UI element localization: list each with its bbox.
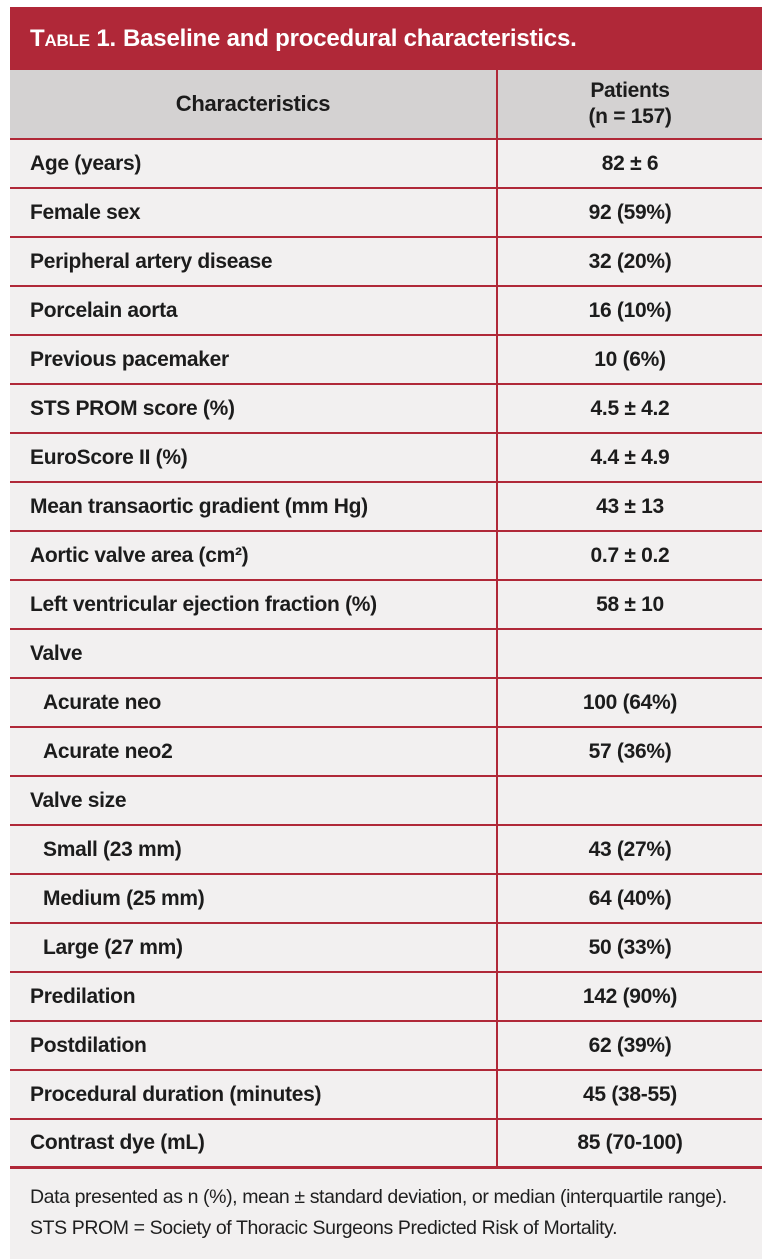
header-patients: Patients (n = 157) (496, 70, 762, 138)
table-title-number: Table 1. (30, 24, 117, 52)
table-row: Peripheral artery disease 32 (20%) (10, 238, 762, 287)
table-body: Age (years) 82 ± 6 Female sex 92 (59%) Perip… (10, 140, 762, 1169)
table-title-text: Baseline and procedural characteristics. (123, 24, 577, 52)
header-patients-line2: (n = 157) (588, 105, 672, 128)
header-characteristics: Characteristics (175, 91, 331, 116)
row-value (496, 777, 762, 824)
row-label: Valve (30, 641, 83, 665)
header-patients-line1: Patients (590, 79, 670, 102)
row-label: Procedural duration (minutes) (30, 1082, 322, 1106)
row-value: 58 ± 10 (496, 581, 762, 628)
table-row: Aortic valve area (cm²) 0.7 ± 0.2 (10, 532, 762, 581)
baseline-characteristics-table: Table 1. Baseline and procedural charact… (10, 7, 762, 1259)
row-label: Previous pacemaker (30, 347, 229, 371)
row-value: 57 (36%) (496, 728, 762, 775)
row-label: Medium (25 mm) (43, 886, 205, 910)
row-value: 64 (40%) (496, 875, 762, 922)
row-label: Large (27 mm) (43, 935, 183, 959)
table-row: Valve (10, 630, 762, 679)
table-row: Postdilation 62 (39%) (10, 1022, 762, 1071)
table-row: EuroScore II (%) 4.4 ± 4.9 (10, 434, 762, 483)
table-header-row: Characteristics Patients (n = 157) (10, 70, 762, 140)
table-row: Acurate neo 100 (64%) (10, 679, 762, 728)
row-value: 82 ± 6 (496, 140, 762, 187)
row-value: 43 (27%) (496, 826, 762, 873)
table-row: Medium (25 mm) 64 (40%) (10, 875, 762, 924)
table-row: Small (23 mm) 43 (27%) (10, 826, 762, 875)
row-value: 43 ± 13 (496, 483, 762, 530)
table-row: Female sex 92 (59%) (10, 189, 762, 238)
footnote-line-2: STS PROM = Society of Thoracic Surgeons … (30, 1217, 618, 1239)
table-row: Procedural duration (minutes) 45 (38-55) (10, 1071, 762, 1120)
row-label: Contrast dye (mL) (30, 1131, 205, 1154)
row-label: Aortic valve area (cm²) (30, 543, 249, 567)
row-label: Peripheral artery disease (30, 249, 273, 273)
row-label: Predilation (30, 984, 136, 1008)
table-row: Left ventricular ejection fraction (%) 58… (10, 581, 762, 630)
row-value: 142 (90%) (496, 973, 762, 1020)
table-row: Previous pacemaker 10 (6%) (10, 336, 762, 385)
table-row: STS PROM score (%) 4.5 ± 4.2 (10, 385, 762, 434)
table-row: Mean transaortic gradient (mm Hg) 43 ± 13 (10, 483, 762, 532)
table-row: Porcelain aorta 16 (10%) (10, 287, 762, 336)
row-value: 10 (6%) (496, 336, 762, 383)
row-label: Porcelain aorta (30, 298, 178, 322)
table-row: Predilation 142 (90%) (10, 973, 762, 1022)
table-row: Large (27 mm) 50 (33%) (10, 924, 762, 973)
row-label: EuroScore II (%) (30, 445, 188, 469)
row-value: 4.5 ± 4.2 (496, 385, 762, 432)
row-value: 85 (70-100) (496, 1120, 762, 1166)
row-value: 0.7 ± 0.2 (496, 532, 762, 579)
table-row: Age (years) 82 ± 6 (10, 140, 762, 189)
table-footnote: Data presented as n (%), mean ± standard… (10, 1169, 762, 1259)
row-value: 92 (59%) (496, 189, 762, 236)
row-label: Valve size (30, 788, 127, 812)
row-value: 16 (10%) (496, 287, 762, 334)
row-label: Female sex (30, 200, 141, 224)
row-value: 32 (20%) (496, 238, 762, 285)
row-label: Small (23 mm) (43, 837, 182, 861)
row-value (496, 630, 762, 677)
table-title-bar: Table 1. Baseline and procedural charact… (10, 7, 762, 70)
footnote-line-1: Data presented as n (%), mean ± standard… (30, 1186, 727, 1208)
row-label: Acurate neo2 (43, 739, 173, 763)
row-label: Postdilation (30, 1033, 147, 1057)
row-label: Mean transaortic gradient (mm Hg) (30, 494, 368, 518)
row-label: STS PROM score (%) (30, 396, 235, 420)
table-row: Valve size (10, 777, 762, 826)
row-label: Age (years) (30, 151, 142, 175)
row-value: 4.4 ± 4.9 (496, 434, 762, 481)
row-value: 100 (64%) (496, 679, 762, 726)
row-label: Acurate neo (43, 690, 162, 714)
table-row: Contrast dye (mL) 85 (70-100) (10, 1120, 762, 1169)
row-value: 62 (39%) (496, 1022, 762, 1069)
row-label: Left ventricular ejection fraction (%) (30, 592, 377, 616)
row-value: 45 (38-55) (496, 1071, 762, 1118)
table-row: Acurate neo2 57 (36%) (10, 728, 762, 777)
row-value: 50 (33%) (496, 924, 762, 971)
